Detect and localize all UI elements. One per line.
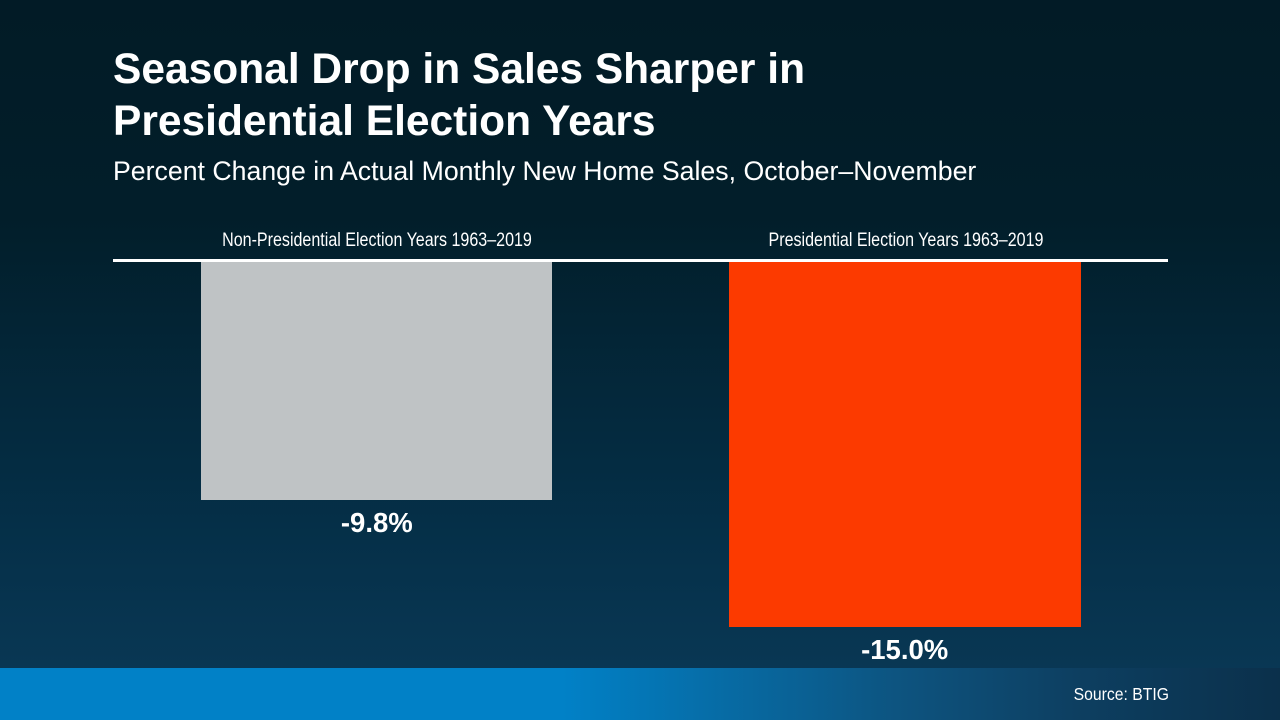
chart-title: Seasonal Drop in Sales Sharper in Presid… [113,46,806,146]
bar-non-presidential [201,261,553,501]
source-text: Source: BTIG [1074,683,1170,704]
zero-axis-line [112,259,1168,262]
category-label-presidential: Presidential Election Years 1963–2019 [768,230,1044,252]
category-label-non-presidential: Non-Presidential Election Years 1963–201… [221,230,532,252]
value-label-non-presidential: -9.8% [340,507,413,539]
chart-subtitle: Percent Change in Actual Monthly New Hom… [113,156,977,187]
footer-bar: Source: BTIG [0,668,1280,720]
value-label-presidential: -15.0% [861,633,949,665]
bar-presidential [728,261,1081,627]
